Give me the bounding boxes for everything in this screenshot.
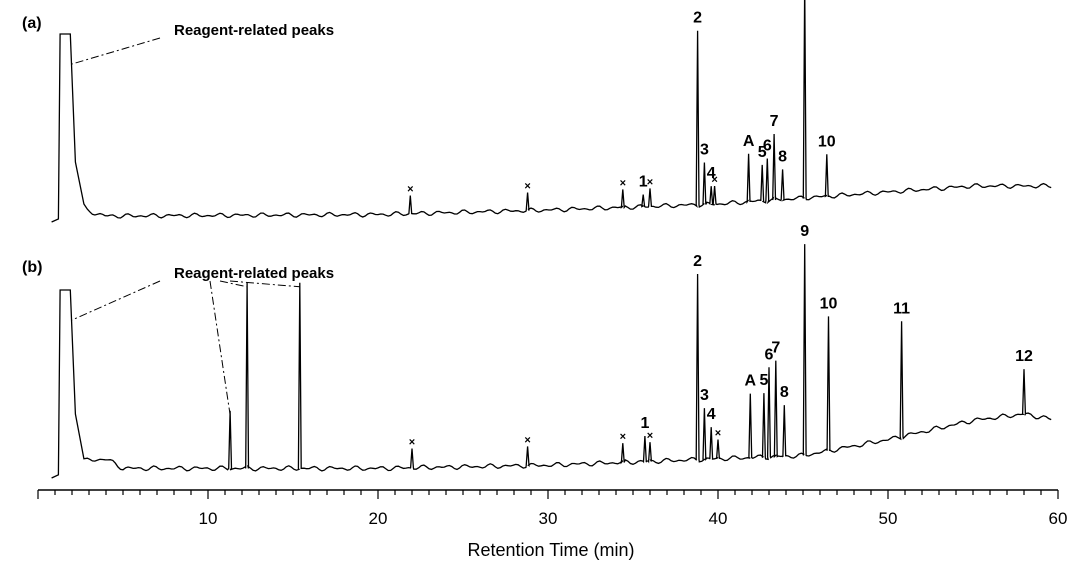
x-axis-ticks: 10 20 30 40 50 60 <box>37 490 1068 528</box>
x-tick-label: 10 <box>199 509 218 528</box>
peak-label-5: 5 <box>759 372 768 389</box>
peak-label-10: 10 <box>818 133 836 150</box>
peak-label-4: 4 <box>707 165 716 182</box>
x-marked-peak: × <box>620 431 626 443</box>
x-tick-label: 30 <box>539 509 558 528</box>
x-marked-peak: × <box>524 434 530 446</box>
peak-label-5: 5 <box>758 144 767 161</box>
x-tick-label: 20 <box>369 509 388 528</box>
peak-label-3: 3 <box>700 387 709 404</box>
x-axis-label: Retention Time (min) <box>467 540 634 560</box>
annotation-leader-line <box>219 280 248 288</box>
x-marked-peak: × <box>715 428 721 440</box>
peak-label-4: 4 <box>707 406 716 423</box>
x-tick-label: 50 <box>879 509 898 528</box>
x-marked-peak: × <box>647 430 653 442</box>
panel-a-annotation: Reagent-related peaks <box>174 22 334 39</box>
panel-b-label: (b) <box>22 259 42 276</box>
panel-a-annotation-leaders <box>71 37 161 65</box>
x-marked-peak: × <box>711 174 717 186</box>
peak-label-11: 11 <box>893 300 910 317</box>
panel-b-annotation-leaders <box>71 280 300 415</box>
peak-label-3: 3 <box>700 142 709 159</box>
peak-label-12: 12 <box>1015 348 1033 365</box>
annotation-leader-line <box>71 280 161 321</box>
peak-label-2: 2 <box>693 10 702 27</box>
panel-a: (a) Reagent-related peaks 1234A5678910××… <box>22 0 1052 223</box>
panel-b-annotation: Reagent-related peaks <box>174 265 334 282</box>
x-marked-peak: × <box>524 181 530 193</box>
peak-label-A: A <box>745 373 757 390</box>
peak-label-9: 9 <box>800 223 809 240</box>
panel-a-trace <box>51 0 1052 223</box>
x-tick-label: 60 <box>1049 509 1068 528</box>
x-marked-peak: × <box>620 177 626 189</box>
panel-a-label: (a) <box>22 15 42 32</box>
peak-label-10: 10 <box>820 295 838 312</box>
peak-label-6: 6 <box>763 138 772 155</box>
x-marked-peak: × <box>647 176 653 188</box>
peak-label-1: 1 <box>639 174 648 191</box>
x-tick-label: 40 <box>709 509 728 528</box>
x-marked-peak: × <box>409 437 415 449</box>
x-axis: 10 20 30 40 50 60 Retention Time (min) <box>37 489 1068 560</box>
annotation-leader-line <box>209 280 231 415</box>
annotation-leader-line <box>71 37 161 65</box>
peak-label-8: 8 <box>780 384 789 401</box>
annotation-leader-line <box>229 280 300 288</box>
peak-label-6: 6 <box>765 346 774 363</box>
peak-label-7: 7 <box>771 340 780 357</box>
panel-b-trace <box>51 244 1052 479</box>
peak-label-2: 2 <box>693 253 702 270</box>
peak-label-A: A <box>743 133 755 150</box>
peak-label-1: 1 <box>640 415 649 432</box>
peak-label-7: 7 <box>770 113 779 130</box>
peak-label-8: 8 <box>778 148 787 165</box>
x-marked-peak: × <box>407 184 413 196</box>
